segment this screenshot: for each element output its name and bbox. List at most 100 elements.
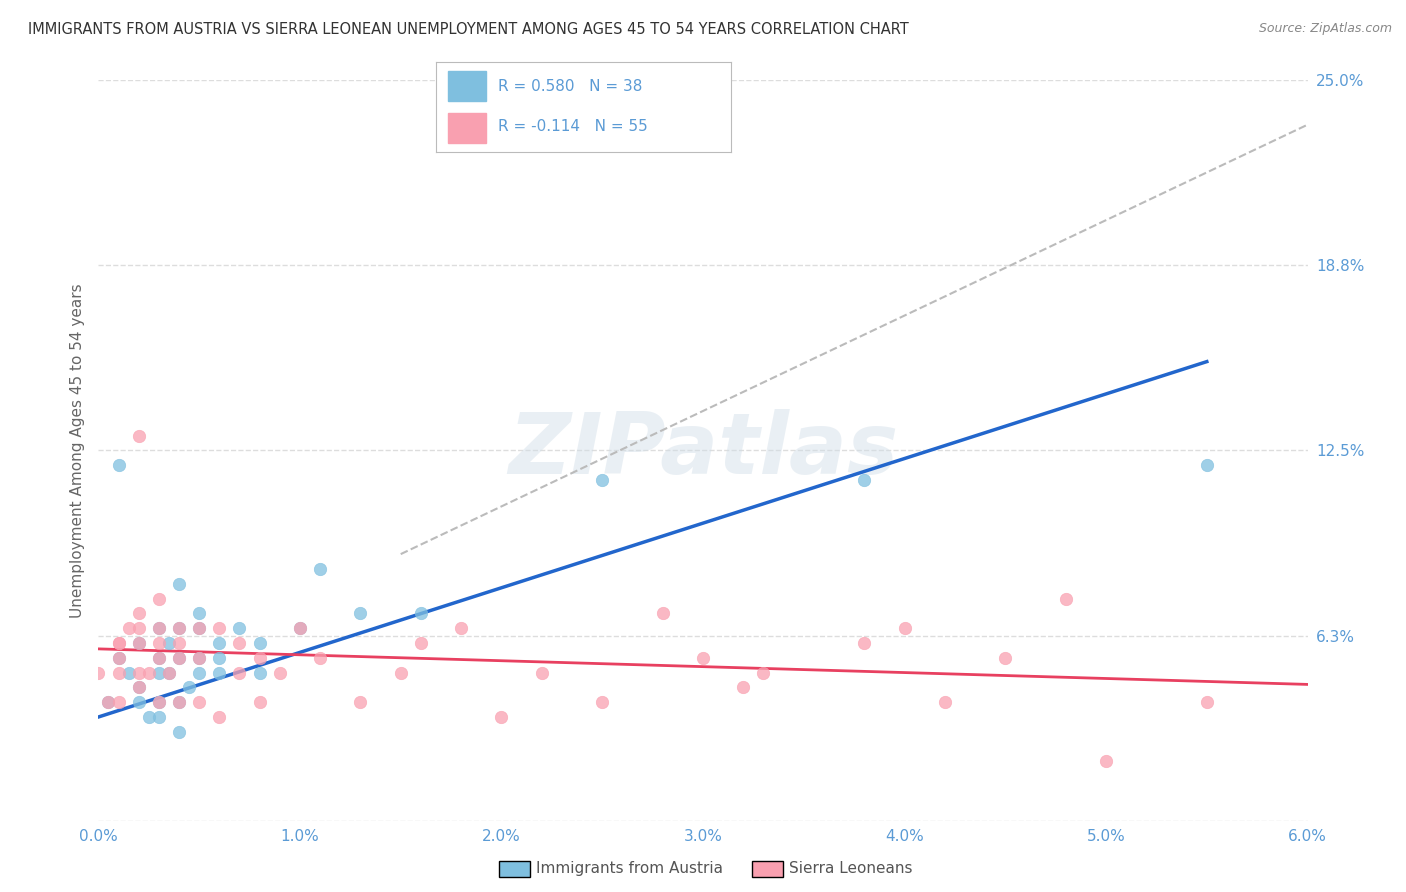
Point: [188, 607, 211, 621]
Point: [591, 695, 613, 709]
Point: [994, 650, 1017, 665]
Point: [409, 636, 432, 650]
Point: [409, 607, 432, 621]
Point: [349, 695, 371, 709]
Point: [249, 665, 271, 680]
Point: [167, 636, 190, 650]
Point: [591, 473, 613, 487]
Point: [1054, 591, 1077, 606]
Point: [167, 576, 190, 591]
Point: [138, 710, 160, 724]
Point: [167, 650, 190, 665]
Point: [179, 681, 201, 695]
Point: [853, 473, 876, 487]
Point: [87, 665, 110, 680]
Point: [157, 665, 180, 680]
Point: [107, 650, 129, 665]
Point: [853, 636, 876, 650]
Point: [167, 621, 190, 635]
Point: [309, 562, 332, 576]
Point: [188, 665, 211, 680]
Point: [107, 665, 129, 680]
Point: [148, 636, 170, 650]
Point: [148, 621, 170, 635]
Point: [389, 665, 412, 680]
Point: [167, 724, 190, 739]
Point: [288, 621, 311, 635]
Point: [128, 607, 150, 621]
Point: [167, 650, 190, 665]
Point: [107, 458, 129, 473]
Point: [249, 636, 271, 650]
Point: [128, 681, 150, 695]
Point: [148, 665, 170, 680]
Point: [167, 621, 190, 635]
Point: [692, 650, 714, 665]
Point: [148, 591, 170, 606]
Point: [188, 621, 211, 635]
Text: Source: ZipAtlas.com: Source: ZipAtlas.com: [1258, 22, 1392, 36]
Text: Sierra Leoneans: Sierra Leoneans: [789, 862, 912, 876]
Point: [188, 695, 211, 709]
Point: [107, 636, 129, 650]
Point: [107, 636, 129, 650]
Point: [208, 710, 231, 724]
Point: [249, 650, 271, 665]
Point: [128, 428, 150, 442]
Point: [208, 621, 231, 635]
Text: R = -0.114   N = 55: R = -0.114 N = 55: [498, 120, 648, 134]
Point: [157, 636, 180, 650]
Text: Immigrants from Austria: Immigrants from Austria: [536, 862, 723, 876]
Point: [128, 665, 150, 680]
Point: [934, 695, 956, 709]
Point: [148, 710, 170, 724]
Point: [249, 695, 271, 709]
Point: [148, 695, 170, 709]
Point: [228, 636, 250, 650]
Point: [128, 695, 150, 709]
Point: [148, 621, 170, 635]
Point: [1095, 755, 1118, 769]
Point: [752, 665, 775, 680]
Point: [97, 695, 120, 709]
Point: [188, 650, 211, 665]
Point: [288, 621, 311, 635]
Point: [530, 665, 553, 680]
Bar: [447, 113, 486, 143]
Point: [188, 650, 211, 665]
Y-axis label: Unemployment Among Ages 45 to 54 years: Unemployment Among Ages 45 to 54 years: [69, 283, 84, 618]
Point: [97, 695, 120, 709]
Point: [188, 621, 211, 635]
Point: [228, 621, 250, 635]
Point: [491, 710, 513, 724]
Point: [450, 621, 472, 635]
Point: [128, 681, 150, 695]
Point: [1195, 458, 1218, 473]
Point: [128, 621, 150, 635]
Point: [651, 607, 673, 621]
Point: [157, 665, 180, 680]
Point: [893, 621, 915, 635]
Point: [107, 695, 129, 709]
Text: IMMIGRANTS FROM AUSTRIA VS SIERRA LEONEAN UNEMPLOYMENT AMONG AGES 45 TO 54 YEARS: IMMIGRANTS FROM AUSTRIA VS SIERRA LEONEA…: [28, 22, 908, 37]
Point: [167, 695, 190, 709]
Point: [148, 695, 170, 709]
Bar: [447, 71, 486, 101]
Point: [208, 650, 231, 665]
Text: R = 0.580   N = 38: R = 0.580 N = 38: [498, 79, 643, 94]
Point: [349, 607, 371, 621]
Point: [208, 636, 231, 650]
Point: [138, 665, 160, 680]
Point: [118, 621, 141, 635]
Point: [228, 665, 250, 680]
Text: ZIPatlas: ZIPatlas: [508, 409, 898, 492]
Point: [1195, 695, 1218, 709]
Point: [148, 650, 170, 665]
Point: [128, 636, 150, 650]
Point: [107, 650, 129, 665]
Point: [148, 650, 170, 665]
Point: [118, 665, 141, 680]
Point: [269, 665, 291, 680]
Point: [309, 650, 332, 665]
Point: [128, 636, 150, 650]
